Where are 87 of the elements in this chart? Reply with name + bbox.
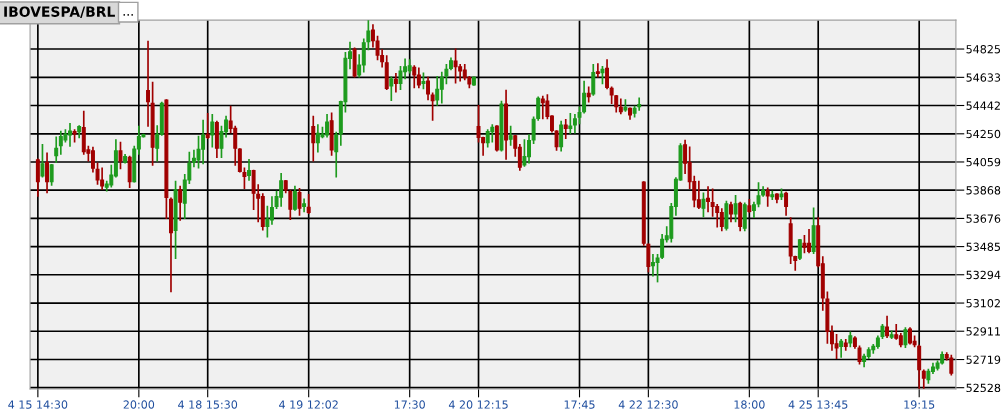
candlestick [770,190,775,201]
candlestick [742,202,747,232]
candlestick [210,114,215,148]
candlestick [715,204,720,228]
x-tick-label: 19:15 [904,400,935,409]
candlestick [412,65,417,89]
candlestick [49,164,54,186]
candlestick [591,64,596,96]
candlestick [40,144,45,178]
x-tick-label: 20:00 [123,400,155,409]
y-tick-label: 52528 [966,383,1001,393]
candlestick [903,327,908,348]
candlestick [490,124,495,143]
candlestick [205,113,210,140]
candlestick [453,48,458,84]
candlestick [595,63,600,78]
y-tick-label: 53485 [966,242,1001,251]
candlestick [416,67,421,89]
candlestick [706,186,711,213]
candlestick [265,205,270,238]
y-tick-label: 53102 [966,299,1000,308]
candlestick [146,40,151,127]
y-tick-label: 53868 [966,186,1001,195]
x-tick-label: 17:30 [394,400,425,409]
candlestick [784,191,789,216]
candlestick [35,158,40,197]
y-tick-label: 54442 [966,101,1000,110]
candlestick [729,201,733,223]
candlestick [508,125,513,146]
chart-title: IBOVESPA/BRL [4,6,115,19]
candlestick [696,180,701,210]
candlestick [701,192,706,218]
candlestick [118,141,123,170]
candlestick [559,120,564,152]
candlestick [247,159,251,181]
candlestick [797,238,802,260]
candlestick [178,185,183,221]
candlestick [839,338,844,358]
candlestick [605,59,610,90]
candlestick [306,194,311,215]
y-tick-label: 54825 [966,45,1001,54]
y-tick-label: 54633 [966,73,1001,82]
candlestick [917,344,922,389]
candlestick [45,152,50,194]
candlestick [297,188,302,216]
y-tick-label: 53676 [966,214,1001,223]
candlestick [738,201,743,232]
candlestick [58,130,63,155]
candlestick [563,119,568,140]
candlestick [476,105,481,143]
x-tick-label: 4 19 12:02 [279,400,338,409]
candlestick [302,198,307,213]
candlestick [292,185,297,211]
candlestick [540,95,545,120]
candlestick [765,187,770,207]
y-tick-label: 53294 [966,270,1001,280]
candlestick [637,97,642,111]
y-tick-label: 54059 [966,157,1001,167]
candlestick [426,76,431,101]
candlestick [618,98,623,115]
y-tick-label: 52719 [966,355,1001,364]
x-tick-label: 4 20 12:15 [448,400,508,409]
candlestick [288,189,293,221]
candlestick [458,64,463,82]
candlestick [586,86,591,103]
x-tick-label: 18:00 [734,400,765,409]
candlestick [733,195,738,223]
candlestick [719,208,724,232]
x-tick-label: 4 25 13:45 [788,400,848,409]
x-tick-label: 4 15 14:30 [8,400,68,409]
candlestick [494,125,499,152]
candlestick [568,113,573,135]
candlestick [311,115,316,162]
x-tick-label: 17:45 [564,400,595,409]
candlestick [389,76,394,101]
text: ... [123,14,133,16]
candlestick [393,73,398,93]
candlestick [54,136,59,164]
candlestick [949,354,954,376]
candlestick [439,71,444,104]
y-tick-label: 54250 [966,129,1001,139]
candlestick [242,167,247,190]
candlestick [885,315,890,338]
x-tick-label: 4 22 12:30 [618,400,678,409]
candlestick [435,75,440,106]
x-tick-label: 4 18 15:30 [178,400,238,409]
y-tick-label: 52911 [966,327,1000,336]
